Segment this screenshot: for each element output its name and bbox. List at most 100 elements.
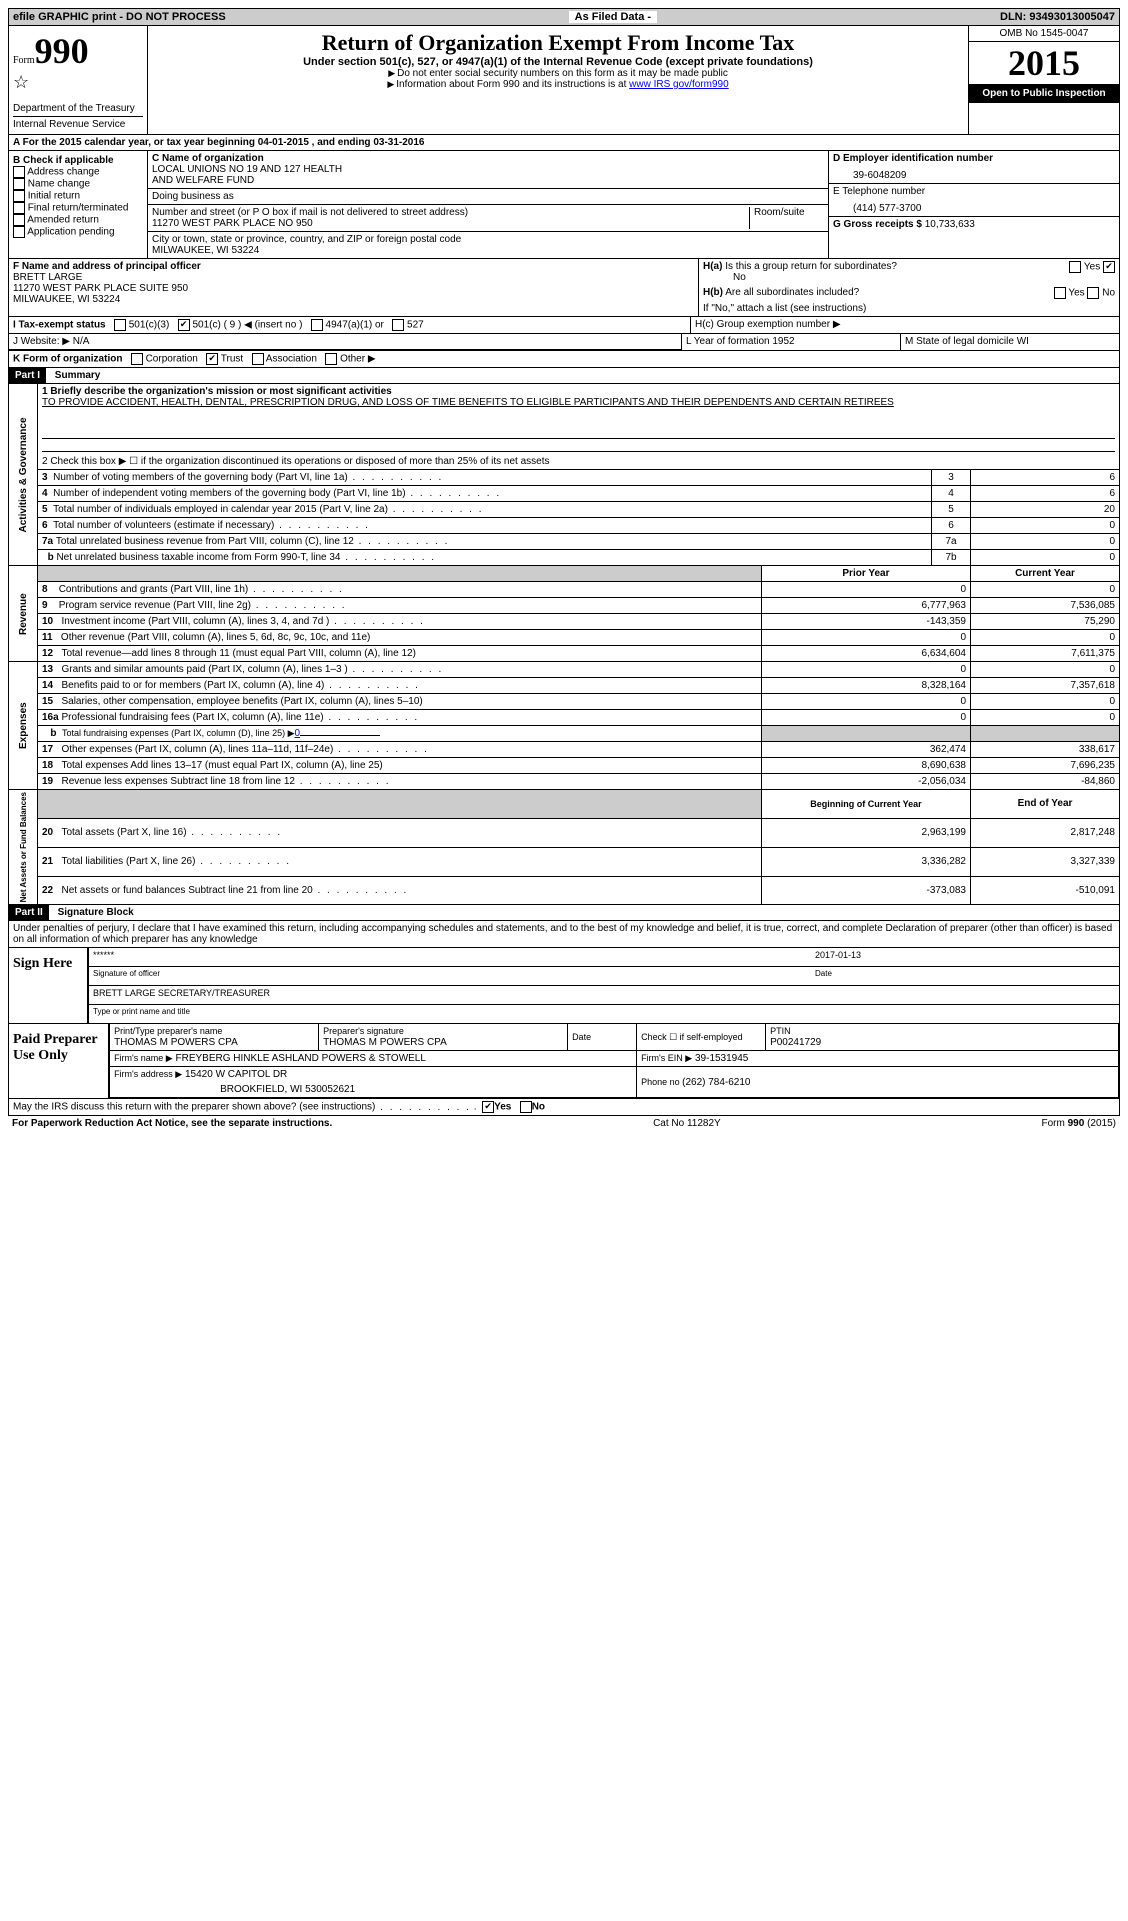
- checkbox-hb-no[interactable]: [1087, 287, 1099, 299]
- rev11-curr: 0: [971, 630, 1120, 646]
- section-a: A For the 2015 calendar year, or tax yea…: [8, 135, 1120, 151]
- checkbox-discuss-no[interactable]: [520, 1101, 532, 1113]
- part1-title: Summary: [49, 370, 101, 381]
- org-name-label: C Name of organization: [152, 153, 824, 164]
- ein-label: D Employer identification number: [833, 153, 1115, 164]
- current-year-header: Current Year: [971, 566, 1120, 582]
- line3-val: 6: [971, 470, 1120, 486]
- line7a-val: 0: [971, 534, 1120, 550]
- fundraising-link[interactable]: 0: [295, 728, 301, 739]
- firm-addr2: BROOKFIELD, WI 530052621: [109, 1082, 637, 1098]
- form-label: Form: [13, 55, 35, 66]
- date-label: Date: [815, 969, 1115, 983]
- officer-name-title: BRETT LARGE SECRETARY/TREASURER: [93, 988, 270, 1002]
- vert-net-assets: Net Assets or Fund Balances: [9, 790, 38, 905]
- checkbox-ha-no[interactable]: [1103, 261, 1115, 273]
- checkbox-address-change[interactable]: [13, 166, 25, 178]
- note-ssn: Do not enter social security numbers on …: [156, 68, 960, 79]
- line4-val: 6: [971, 486, 1120, 502]
- topbar-left: efile GRAPHIC print - DO NOT PROCESS: [13, 11, 226, 23]
- row-k: K Form of organization Corporation Trust…: [8, 351, 1120, 368]
- irs-label: Internal Revenue Service: [13, 116, 143, 130]
- part1-header: Part I Summary: [8, 368, 1120, 384]
- q1-text: TO PROVIDE ACCIDENT, HEALTH, DENTAL, PRE…: [42, 397, 894, 408]
- phone-label: E Telephone number: [833, 186, 1115, 197]
- tax-year: 2015: [969, 42, 1119, 84]
- firm-ein: 39-1531945: [695, 1053, 748, 1064]
- dept-label: Department of the Treasury: [13, 103, 143, 114]
- form-title: Return of Organization Exempt From Incom…: [156, 30, 960, 56]
- hc-label: H(c) Group exemption number ▶: [690, 317, 1119, 333]
- row-j-k: J Website: ▶ N/A L Year of formation 195…: [8, 334, 1120, 351]
- org-name-2: AND WELFARE FUND: [152, 175, 824, 186]
- footer-mid: Cat No 11282Y: [653, 1118, 721, 1129]
- checkbox-assoc[interactable]: [252, 353, 264, 365]
- col-c-org-name: C Name of organization LOCAL UNIONS NO 1…: [148, 151, 828, 258]
- gross-receipts-value: 10,733,633: [925, 219, 975, 230]
- self-employed-check: Check ☐ if self-employed: [637, 1024, 766, 1051]
- org-info-block: B Check if applicable Address change Nam…: [8, 151, 1120, 259]
- rev9-curr: 7,536,085: [971, 598, 1120, 614]
- col-de: D Employer identification number 39-6048…: [828, 151, 1119, 258]
- ein-value: 39-6048209: [833, 164, 1115, 181]
- checkbox-501c[interactable]: [178, 319, 190, 331]
- website: J Website: ▶ N/A: [9, 334, 681, 350]
- sign-here-label: Sign Here: [9, 948, 87, 1023]
- declaration: Under penalties of perjury, I declare th…: [8, 921, 1120, 948]
- checkbox-527[interactable]: [392, 319, 404, 331]
- sig-redacted: ******: [93, 950, 815, 960]
- open-inspection: Open to Public Inspection: [969, 84, 1119, 103]
- omb-number: OMB No 1545-0047: [969, 26, 1119, 42]
- line6-val: 0: [971, 518, 1120, 534]
- dba-label: Doing business as: [152, 191, 824, 202]
- state-domicile: M State of legal domicile WI: [900, 334, 1119, 350]
- firm-phone: (262) 784-6210: [682, 1077, 750, 1088]
- checkbox-501c3[interactable]: [114, 319, 126, 331]
- form-no-value: 990: [35, 31, 89, 71]
- year-formation: L Year of formation 1952: [681, 334, 900, 350]
- col-b-title: B Check if applicable: [13, 155, 143, 166]
- q1-label: 1 Briefly describe the organization's mi…: [42, 386, 392, 397]
- checkbox-discuss-yes[interactable]: [482, 1101, 494, 1113]
- principal-officer: F Name and address of principal officer …: [9, 259, 698, 316]
- checkbox-4947[interactable]: [311, 319, 323, 331]
- vert-revenue: Revenue: [9, 566, 38, 662]
- line7b-val: 0: [971, 550, 1120, 566]
- officer-name: BRETT LARGE: [13, 272, 694, 283]
- end-year-header: End of Year: [971, 790, 1120, 819]
- checkbox-other[interactable]: [325, 353, 337, 365]
- phone-value: (414) 577-3700: [833, 197, 1115, 214]
- summary-table: Activities & Governance 1 Briefly descri…: [8, 384, 1120, 905]
- checkbox-trust[interactable]: [206, 353, 218, 365]
- street-value: 11270 WEST PARK PLACE NO 950: [152, 218, 749, 229]
- checkbox-initial-return[interactable]: [13, 190, 25, 202]
- gross-receipts-label: G Gross receipts $: [833, 219, 925, 230]
- room-label: Room/suite: [749, 207, 824, 229]
- group-return: H(a) Is this a group return for subordin…: [698, 259, 1119, 316]
- hb-note: If "No," attach a list (see instructions…: [699, 301, 1119, 316]
- ptin-value: P00241729: [770, 1037, 821, 1048]
- checkbox-hb-yes[interactable]: [1054, 287, 1066, 299]
- officer-addr1: 11270 WEST PARK PLACE SUITE 950: [13, 283, 694, 294]
- rev10-curr: 75,290: [971, 614, 1120, 630]
- line5-val: 20: [971, 502, 1120, 518]
- rev8-curr: 0: [971, 582, 1120, 598]
- checkbox-application-pending[interactable]: [13, 226, 25, 238]
- footer: For Paperwork Reduction Act Notice, see …: [8, 1116, 1120, 1131]
- signature-block: Sign Here ****** 2017-01-13 Signature of…: [8, 948, 1120, 1024]
- note-instructions: Information about Form 990 and its instr…: [156, 79, 960, 90]
- prior-year-header: Prior Year: [761, 566, 970, 582]
- irs-link[interactable]: www IRS gov/form990: [629, 79, 728, 90]
- vert-expenses: Expenses: [9, 662, 38, 790]
- officer-addr2: MILWAUKEE, WI 53224: [13, 294, 694, 305]
- checkbox-corp[interactable]: [131, 353, 143, 365]
- footer-right: Form 990 (2015): [1042, 1118, 1116, 1129]
- checkbox-amended[interactable]: [13, 214, 25, 226]
- q2-checkbox-row: 2 Check this box ▶ ☐ if the organization…: [38, 454, 1120, 470]
- vert-governance: Activities & Governance: [9, 384, 38, 566]
- row-i: I Tax-exempt status 501(c)(3) 501(c) ( 9…: [8, 317, 1120, 334]
- checkbox-ha-yes[interactable]: [1069, 261, 1081, 273]
- checkbox-final-return[interactable]: [13, 202, 25, 214]
- part2-header: Part II Signature Block: [8, 905, 1120, 921]
- checkbox-name-change[interactable]: [13, 178, 25, 190]
